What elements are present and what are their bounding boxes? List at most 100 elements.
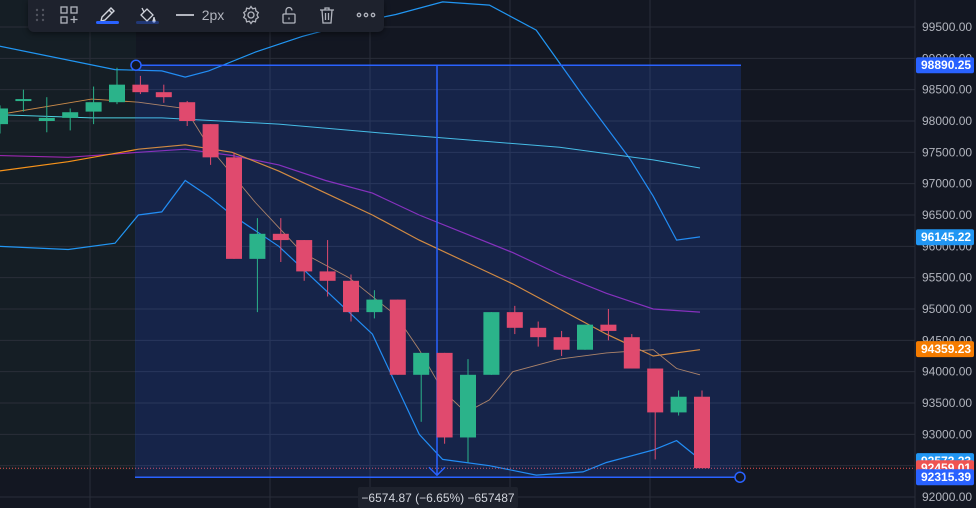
trash-icon[interactable]: [314, 0, 340, 30]
candle: [85, 86, 102, 125]
candle-body: [0, 108, 8, 125]
price-tick-label: 96500.00: [922, 208, 972, 222]
candle-body: [623, 337, 640, 369]
candle: [202, 124, 219, 165]
candle: [366, 290, 383, 319]
price-axis: 99500.0099000.0098500.0098000.0097500.00…: [914, 0, 976, 508]
chart-grid: [0, 0, 915, 508]
candle-body: [15, 99, 32, 102]
line-width-button[interactable]: 2px: [172, 0, 228, 30]
candle: [132, 75, 149, 95]
price-tick-label: 92000.00: [922, 490, 972, 504]
candle: [436, 352, 453, 444]
candle-body: [179, 102, 196, 121]
candle: [506, 305, 523, 335]
candle-body: [202, 124, 219, 158]
candle: [694, 390, 710, 469]
candle: [62, 108, 79, 131]
candle-body: [553, 337, 570, 350]
add-to-favorites-icon[interactable]: [56, 0, 82, 30]
candle-body: [483, 312, 500, 375]
price-tag: 96145.22: [916, 229, 974, 246]
more-icon[interactable]: [352, 0, 380, 30]
measure-result-label: −6574.87 (−6.65%) −657487: [358, 487, 518, 508]
price-tag: 98890.25: [916, 57, 974, 74]
candle-body: [109, 84, 125, 103]
candle: [483, 312, 500, 375]
candle: [623, 334, 640, 369]
candle-body: [155, 92, 172, 98]
candle: [109, 67, 125, 105]
settings-icon[interactable]: [238, 0, 264, 30]
line-color-indicator: [96, 21, 119, 24]
drawing-toolbar: 2px: [28, 0, 384, 32]
candle: [179, 100, 196, 127]
candle: [553, 330, 570, 356]
candle: [460, 359, 476, 463]
candle: [226, 152, 242, 259]
candle: [577, 324, 593, 350]
candle: [413, 352, 430, 422]
candle-body: [85, 102, 102, 112]
price-tag: 92315.39: [916, 469, 974, 486]
bollinger-lower-line: [0, 179, 701, 476]
candle: [0, 105, 8, 134]
price-tag-label: 96145.22: [921, 230, 971, 244]
candle-body: [577, 324, 593, 350]
line-style-icon: [175, 14, 194, 16]
candle-body: [600, 324, 617, 331]
fill-color-indicator: [136, 21, 159, 24]
candle: [647, 368, 664, 460]
price-axis-background: [915, 0, 976, 508]
price-tick-label: 93500.00: [922, 396, 972, 410]
arrow-down-icon: [428, 466, 446, 477]
candle: [249, 218, 266, 313]
candle-body: [272, 233, 289, 241]
price-tag-background: [916, 469, 974, 486]
candle-body: [530, 327, 547, 338]
paint-bucket-icon[interactable]: [134, 0, 160, 30]
band-fill-left: [0, 0, 136, 470]
price-tick-label: 97500.00: [922, 145, 972, 159]
candle: [319, 240, 336, 297]
moving-average-cyan-line: [0, 114, 701, 169]
price-tag: 94359.23: [916, 341, 974, 358]
pencil-icon[interactable]: [94, 0, 120, 30]
price-tag-background: [916, 57, 974, 74]
candle-body: [226, 157, 242, 259]
drag-handle-icon[interactable]: [32, 0, 48, 30]
candle: [272, 218, 289, 262]
candle-body: [460, 374, 476, 438]
line-width-label: 2px: [201, 7, 225, 23]
measure-start-handle[interactable]: [130, 59, 142, 71]
candle: [670, 390, 687, 416]
price-tick-label: 94000.00: [922, 365, 972, 379]
unlock-icon[interactable]: [276, 0, 302, 30]
candle: [15, 89, 32, 112]
candle-body: [647, 368, 664, 413]
candle-body: [389, 299, 406, 375]
price-tag-background: [916, 229, 974, 246]
candle: [343, 274, 359, 322]
price-tag-label: 92315.39: [921, 470, 971, 484]
price-tick-label: 93000.00: [922, 427, 972, 441]
candle: [155, 84, 172, 103]
candle: [530, 321, 547, 347]
candle: [296, 240, 313, 281]
candle-body: [319, 271, 336, 281]
price-tick-label: 98000.00: [922, 114, 972, 128]
candle-body: [694, 396, 710, 469]
price-tick-label: 99500.00: [922, 20, 972, 34]
candle: [38, 97, 55, 133]
candle-body: [132, 84, 149, 93]
price-tag-background: [916, 341, 974, 358]
candle-body: [38, 117, 55, 121]
candle-body: [366, 299, 383, 313]
moving-average-purple-line: [0, 148, 701, 313]
measure-end-handle[interactable]: [734, 471, 746, 483]
candle: [389, 299, 406, 375]
price-tick-label: 95000.00: [922, 302, 972, 316]
candle-body: [413, 352, 430, 375]
candle-body: [670, 396, 687, 413]
